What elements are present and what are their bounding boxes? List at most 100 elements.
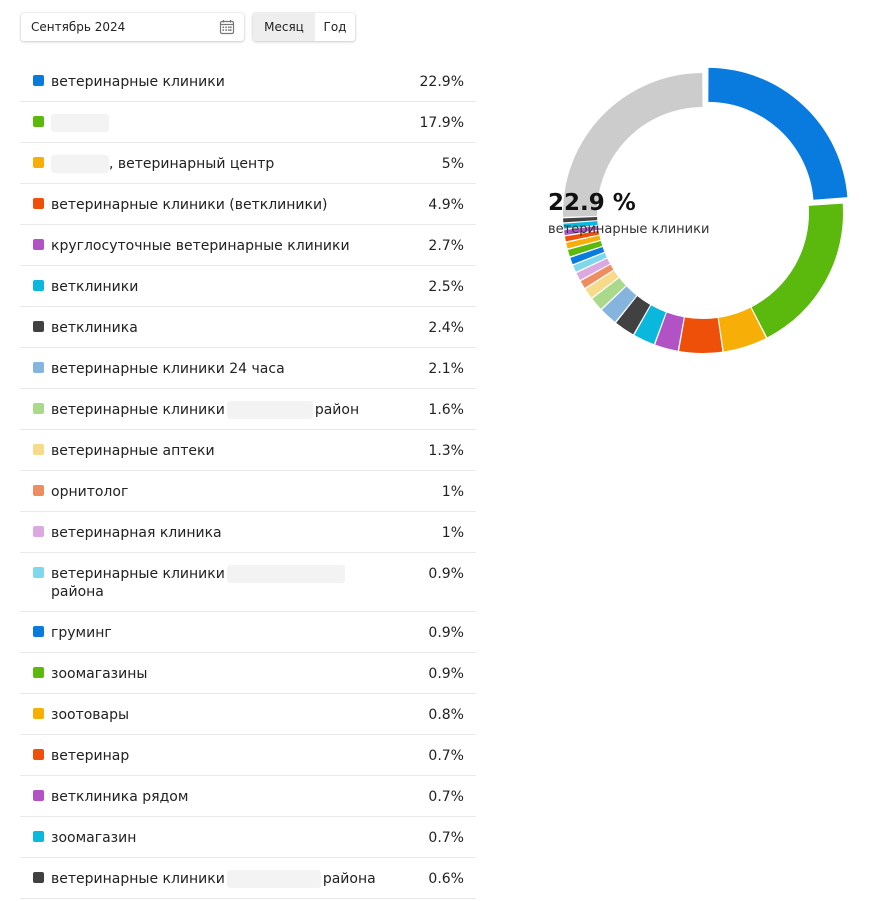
donut-center-percent: 22.9 % — [548, 190, 636, 216]
list-item-text: груминг — [51, 625, 112, 641]
donut-slice[interactable] — [564, 226, 599, 236]
donut-slice[interactable] — [564, 230, 600, 242]
list-item-text-suffix: района — [322, 871, 376, 887]
legend-swatch — [33, 403, 44, 414]
list-item-label: , ветеринарный центр — [51, 155, 476, 173]
list-item-text: ветеринарные клиники — [51, 74, 225, 90]
list-item-label: зоомагазин — [51, 829, 476, 847]
donut-slice-other[interactable] — [563, 73, 703, 217]
list-item-label: ветеринарные клиники 24 часа — [51, 360, 476, 378]
donut-slice[interactable] — [563, 217, 598, 223]
donut-slice[interactable] — [616, 296, 651, 335]
list-item: зоомагазины 0.9% — [20, 653, 476, 694]
list-item-text: ветклиника рядом — [51, 789, 189, 805]
period-year-button[interactable]: Год — [315, 13, 355, 41]
list-item-text: орнитолог — [51, 484, 129, 500]
list-item: ветклиники 2.5% — [20, 266, 476, 307]
list-item-value: 0.9% — [428, 566, 464, 582]
donut-slice[interactable] — [576, 258, 610, 280]
list-item-text: ветеринарные клиники (ветклиники) — [51, 197, 328, 213]
list-item-label: ветеринарные клиники района — [51, 565, 476, 601]
donut-slice[interactable] — [592, 277, 626, 309]
list-item-text: зоомагазин — [51, 830, 137, 846]
donut-slice[interactable] — [567, 240, 603, 257]
legend-swatch — [33, 239, 44, 250]
list-item-text-line2: района — [51, 584, 104, 600]
list-item: ветеринарная клиника 1% — [20, 512, 476, 553]
donut-slice[interactable] — [655, 312, 684, 351]
legend-swatch — [33, 526, 44, 537]
donut-slice[interactable] — [570, 246, 605, 265]
donut-center-label: ветеринарные клиники — [548, 222, 710, 237]
list-item-value: 1.6% — [428, 402, 464, 418]
legend-swatch — [33, 872, 44, 883]
donut-slice[interactable] — [751, 203, 843, 338]
donut-slice[interactable] — [566, 235, 601, 249]
legend-swatch — [33, 708, 44, 719]
list-item-text: ветеринарные клиники — [51, 402, 225, 418]
list-item: зоотовары 0.8% — [20, 694, 476, 735]
list-item-label — [51, 114, 476, 132]
list-item-text: ветклиника — [51, 320, 138, 336]
list-item-text: зоотовары — [51, 707, 130, 723]
list-item-value: 1% — [441, 484, 464, 500]
legend-swatch — [33, 831, 44, 842]
donut-slice[interactable] — [634, 305, 666, 345]
list-item-text: ветеринарные клиники 24 часа — [51, 361, 285, 377]
list-item: ветеринарные клиники 24 часа 2.1% — [20, 348, 476, 389]
list-item-label: ветеринарные клиники — [51, 73, 476, 91]
list-item: ветеринарные клиники (ветклиники) 4.9% — [20, 184, 476, 225]
list-item: круглосуточные ветеринарные клиники 2.7% — [20, 225, 476, 266]
list-item: ветклиника рядом 0.7% — [20, 776, 476, 817]
list-item-value: 2.4% — [428, 320, 464, 336]
date-picker[interactable]: Сентябрь 2024 — [21, 13, 244, 41]
list-item: ветеринарные аптеки 1.3% — [20, 430, 476, 471]
donut-slice[interactable] — [679, 317, 723, 353]
list-item-value: 1.3% — [428, 443, 464, 459]
list-item: ветеринарные клиники район 1.6% — [20, 389, 476, 430]
list-item-text: круглосуточные ветеринарные клиники — [51, 238, 350, 254]
list-item-label: зоомагазины — [51, 665, 476, 683]
list-item-label: ветклиника рядом — [51, 788, 476, 806]
donut-slice[interactable] — [585, 270, 619, 298]
list-item-label: ветеринарные клиники район — [51, 401, 476, 419]
list-item-text: ветклиники — [51, 279, 139, 295]
list-item-value: 4.9% — [428, 197, 464, 213]
calendar-icon[interactable] — [219, 19, 235, 35]
donut-slice[interactable] — [573, 252, 607, 272]
donut-slice[interactable] — [601, 286, 637, 322]
donut-slice[interactable] — [563, 221, 598, 229]
list-item-value: 5% — [441, 156, 464, 172]
list-item-label: ветеринарная клиника — [51, 524, 476, 542]
legend-swatch — [33, 567, 44, 578]
donut-slice[interactable] — [718, 307, 766, 352]
redacted-text — [226, 870, 321, 888]
legend-swatch — [33, 485, 44, 496]
list-item-text: ветеринар — [51, 748, 130, 764]
list-item-text: ветеринарная клиника — [51, 525, 222, 541]
redacted-text — [51, 114, 109, 132]
list-item: груминг 0.9% — [20, 612, 476, 653]
list-item: ветеринарные клиники 22.9% — [20, 61, 476, 102]
period-month-button[interactable]: Месяц — [253, 13, 315, 41]
list-item-value: 2.7% — [428, 238, 464, 254]
legend-swatch — [33, 116, 44, 127]
list-item-value: 2.5% — [428, 279, 464, 295]
list-item-value: 0.9% — [428, 666, 464, 682]
list-item: ветеринарные клиники района 0.6% — [20, 858, 476, 899]
list-item-label: орнитолог — [51, 483, 476, 501]
period-toggle: Месяц Год — [253, 13, 355, 41]
list-item-label: ветклиника — [51, 319, 476, 337]
list-item: , ветеринарный центр 5% — [20, 143, 476, 184]
donut-svg — [563, 67, 848, 353]
donut-slice[interactable] — [708, 67, 848, 200]
legend-swatch — [33, 626, 44, 637]
list-item: ветеринарные клиники района 0.9% — [20, 553, 476, 612]
list-item: ветклиника 2.4% — [20, 307, 476, 348]
legend-swatch — [33, 157, 44, 168]
list-item-text: ветеринарные клиники — [51, 566, 225, 582]
list-item-value: 17.9% — [419, 115, 464, 131]
legend-swatch — [33, 198, 44, 209]
donut-slice[interactable] — [580, 264, 614, 288]
list-item: орнитолог 1% — [20, 471, 476, 512]
